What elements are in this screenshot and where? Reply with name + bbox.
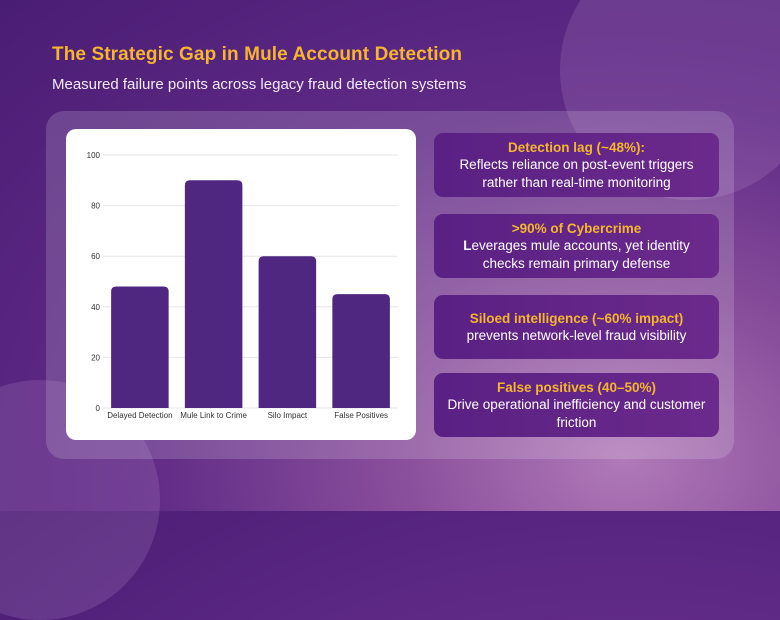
x-tick-label: Delayed Detection (107, 411, 172, 420)
x-tick-label: Silo Impact (268, 411, 308, 420)
bar (184, 180, 243, 408)
bar (111, 286, 169, 408)
callout-detection-lag: Detection lag (~48%): Reflects reliance … (434, 133, 719, 197)
callout-heading: >90% of Cybercrime (511, 221, 642, 236)
page-title: The Strategic Gap in Mule Account Detect… (52, 44, 463, 65)
callout-body: Leverages mule accounts, yet identity ch… (463, 238, 690, 271)
callout-heading: Detection lag (~48%): (508, 140, 645, 155)
callout-heading: Siloed intelligence (~60% impact) (469, 311, 684, 326)
callout-body: prevents network-level fraud visibility (466, 328, 687, 343)
callout-siloed-intelligence: Siloed intelligence (~60% impact) preven… (434, 295, 719, 359)
y-tick-label: 60 (91, 252, 100, 261)
callout-body: Reflects reliance on post-event triggers… (459, 157, 694, 190)
page-subtitle: Measured failure points across legacy fr… (52, 76, 467, 93)
x-tick-label: Mule Link to Crime (180, 411, 247, 420)
x-tick-label: False Positives (334, 411, 388, 420)
callout-cybercrime: >90% of Cybercrime Leverages mule accoun… (434, 214, 719, 278)
callout-heading: False positives (40–50%) (496, 380, 657, 395)
bar-chart: 0 20 40 60 80 100 Delayed Detection Mule Link t… (87, 151, 398, 420)
callout-false-positives: False positives (40–50%) Drive operation… (434, 373, 719, 437)
chart-card: 0 20 40 60 80 100 Delayed Detection Mule Link t… (66, 129, 416, 440)
y-tick-label: 40 (91, 303, 100, 312)
y-tick-label: 100 (87, 151, 101, 160)
callout-body: Drive operational inefficiency and custo… (447, 397, 706, 430)
bar (258, 256, 317, 408)
y-tick-label: 20 (91, 353, 100, 362)
bar (332, 294, 390, 408)
y-tick-label: 80 (91, 202, 100, 211)
y-tick-label: 0 (96, 404, 101, 413)
